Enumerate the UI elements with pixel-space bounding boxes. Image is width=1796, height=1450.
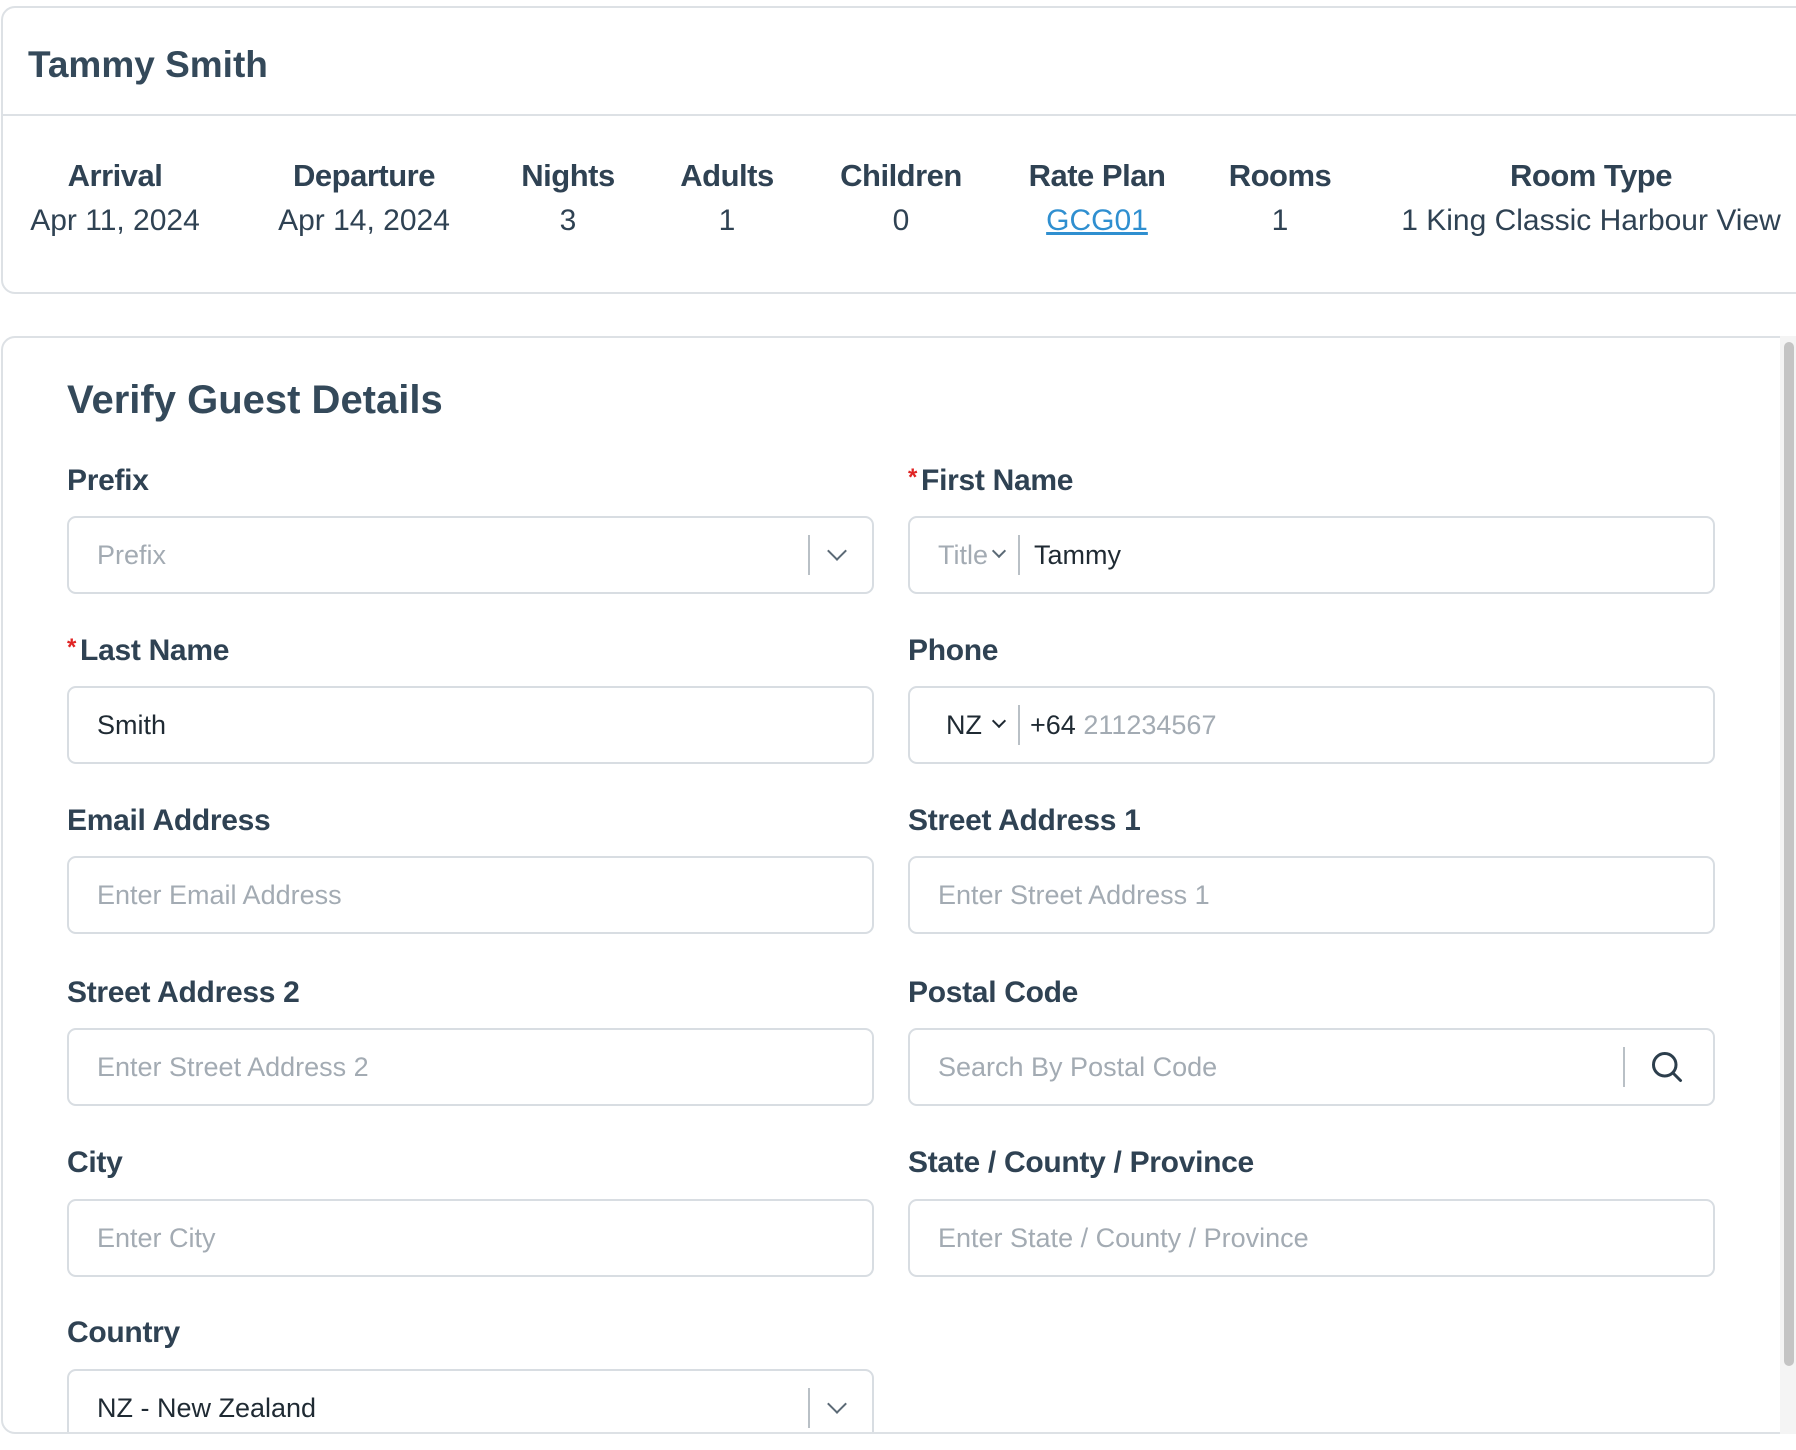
phone-label: Phone [908,634,999,667]
street1-label: Street Address 1 [908,804,1141,837]
street1-field[interactable]: Enter Street Address 1 [908,856,1715,934]
chevron-down-icon [827,541,847,561]
email-label: Email Address [67,804,271,837]
stat-label: Nights [521,158,615,193]
postal-placeholder: Search By Postal Code [938,1051,1218,1082]
rate-plan-link[interactable]: GCG01 [1046,204,1148,237]
phone-placeholder: 211234567 [1083,709,1217,740]
stat-value: 1 King Classic Harbour View [1401,204,1781,237]
last-name-field[interactable]: Smith [67,686,874,764]
stat-value: 0 [892,204,910,237]
divider [808,535,810,575]
divider [1018,705,1020,745]
first-name-value: Tammy [1034,539,1122,570]
stat-label: Arrival [67,158,163,193]
label-text: First Name [921,464,1074,497]
verify-guest-form: Verify Guest Details Prefix Prefix * Firs… [1,336,1796,1434]
stat-label: Room Type [1510,158,1672,193]
required-mark: * [67,634,77,661]
last-name-label: * Last Name [67,634,229,668]
title-select[interactable]: Title [938,539,989,570]
guest-name: Tammy Smith [28,44,268,85]
divider [808,1388,810,1428]
chevron-down-icon [991,543,1007,559]
scrollbar-thumb[interactable] [1784,342,1794,1366]
search-icon[interactable] [1649,1049,1685,1085]
email-field[interactable]: Enter Email Address [67,856,874,934]
reservation-summary-card: Tammy Smith Arrival Apr 11, 2024 Departur… [1,6,1796,294]
divider [1623,1047,1625,1087]
stat-nights: Nights 3 [521,158,615,238]
label-text: Last Name [80,634,230,667]
stat-value: Apr 11, 2024 [30,204,200,237]
stat-departure: Departure Apr 14, 2024 [278,158,450,238]
first-name-label: * First Name [908,464,1073,498]
prefix-label: Prefix [67,464,149,497]
prefix-select[interactable]: Prefix [67,516,874,594]
divider [1018,535,1021,575]
city-field[interactable]: Enter City [67,1199,874,1277]
chevron-down-icon [991,713,1007,729]
postal-label: Postal Code [908,976,1079,1009]
street1-placeholder: Enter Street Address 1 [938,879,1210,910]
stat-label: Adults [680,158,774,193]
first-name-field[interactable]: Title Tammy [908,516,1715,594]
last-name-value: Smith [97,709,167,740]
stat-rate-plan: Rate Plan GCG01 [1029,158,1166,238]
email-placeholder: Enter Email Address [97,879,342,910]
state-placeholder: Enter State / County / Province [938,1222,1309,1253]
stat-rooms: Rooms 1 [1229,158,1332,238]
stat-adults: Adults 1 [680,158,774,238]
stat-children: Children 0 [840,158,962,238]
country-select[interactable]: NZ - New Zealand [67,1369,874,1432]
state-label: State / County / Province [908,1146,1254,1179]
country-label: Country [67,1316,180,1349]
stat-value: 1 [718,204,736,237]
stat-room-type: Room Type 1 King Classic Harbour View [1401,158,1781,238]
stat-arrival: Arrival Apr 11, 2024 [30,158,200,238]
stat-value: 1 [1271,204,1289,237]
stat-label: Rooms [1228,158,1332,193]
street2-label: Street Address 2 [67,976,300,1009]
phone-code: +64 [1030,709,1076,740]
country-value: NZ - New Zealand [97,1392,317,1423]
city-placeholder: Enter City [97,1222,216,1253]
form-title: Verify Guest Details [67,378,443,422]
city-label: City [67,1146,123,1179]
stat-label: Departure [293,158,435,193]
street2-field[interactable]: Enter Street Address 2 [67,1028,874,1106]
stat-label: Rate Plan [1028,158,1166,193]
street2-placeholder: Enter Street Address 2 [97,1051,369,1082]
card-header: Tammy Smith [3,8,1796,116]
stat-value: Apr 14, 2024 [278,204,450,237]
required-mark: * [908,464,918,491]
stat-label: Children [840,158,962,193]
chevron-down-icon [827,1394,847,1414]
state-field[interactable]: Enter State / County / Province [908,1199,1715,1277]
phone-country-select[interactable]: NZ [946,709,982,740]
postal-code-search[interactable]: Search By Postal Code [908,1028,1715,1106]
phone-field[interactable]: NZ +64 211234567 [908,686,1715,764]
prefix-placeholder: Prefix [97,539,167,570]
stat-value: 3 [559,204,577,237]
